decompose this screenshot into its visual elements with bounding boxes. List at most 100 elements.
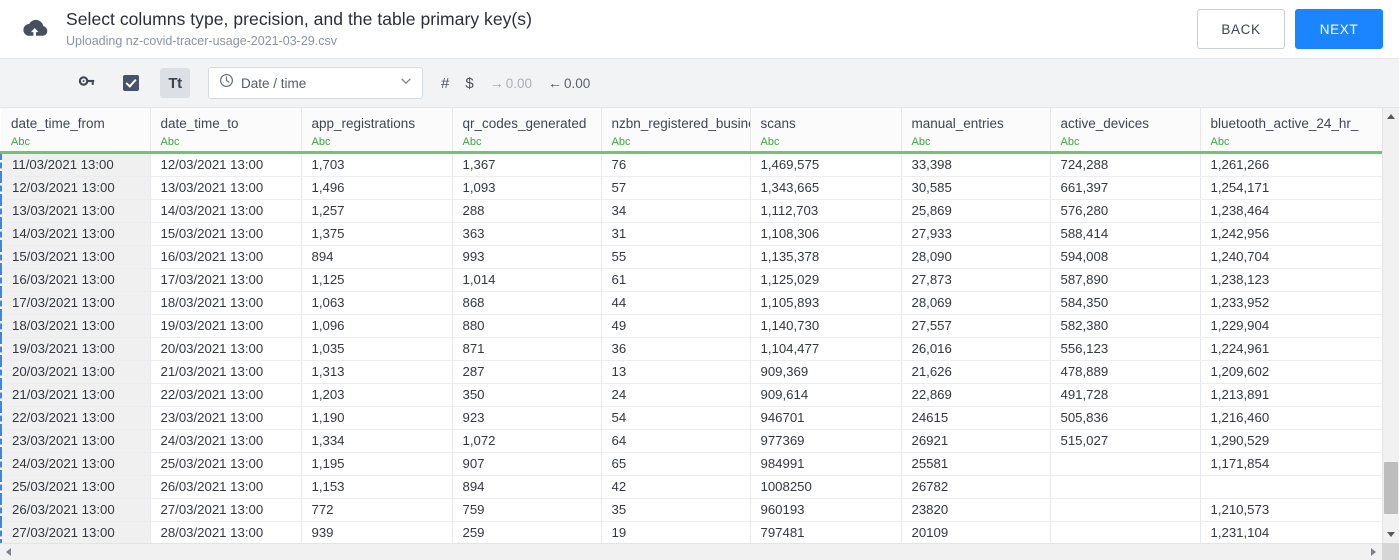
table-cell[interactable]: 1,375 (301, 222, 453, 246)
table-cell[interactable]: 1,108,306 (750, 222, 902, 246)
table-cell[interactable]: 12/03/2021 13:00 (0, 176, 151, 200)
table-row[interactable]: 19/03/2021 13:00 20/03/2021 13:00 1,035 871… (0, 337, 1382, 361)
column-header-scans[interactable]: scans Abc (750, 108, 902, 154)
table-cell[interactable]: 27,933 (901, 222, 1051, 246)
table-cell[interactable]: 1008250 (750, 475, 902, 499)
table-row[interactable]: 16/03/2021 13:00 17/03/2021 13:00 1,125 1,0… (0, 268, 1382, 292)
table-cell[interactable]: 871 (452, 337, 602, 361)
table-cell[interactable]: 19/03/2021 13:00 (0, 337, 151, 361)
table-cell[interactable]: 33,398 (901, 152, 1051, 177)
table-cell[interactable]: 35 (601, 498, 751, 522)
table-cell[interactable]: 907 (452, 452, 602, 476)
table-cell[interactable]: 1,093 (452, 176, 602, 200)
table-cell[interactable]: 259 (452, 521, 602, 543)
table-cell[interactable]: 1,229,904 (1200, 314, 1382, 338)
table-cell[interactable]: 1,140,730 (750, 314, 902, 338)
table-cell[interactable]: 23/03/2021 13:00 (150, 406, 302, 430)
scroll-right-arrow[interactable] (1365, 544, 1382, 560)
table-cell[interactable]: 26921 (901, 429, 1051, 453)
table-cell[interactable]: 923 (452, 406, 602, 430)
table-cell[interactable]: 894 (301, 245, 453, 269)
table-cell[interactable]: 1,035 (301, 337, 453, 361)
back-button[interactable]: BACK (1197, 9, 1285, 49)
table-cell[interactable]: 894 (452, 475, 602, 499)
table-cell[interactable]: 993 (452, 245, 602, 269)
table-cell[interactable] (1050, 452, 1201, 476)
table-row[interactable]: 22/03/2021 13:00 23/03/2021 13:00 1,190 923… (0, 406, 1382, 430)
table-row[interactable]: 23/03/2021 13:00 24/03/2021 13:00 1,334 1,0… (0, 429, 1382, 453)
table-cell[interactable]: 22/03/2021 13:00 (150, 383, 302, 407)
table-cell[interactable] (1050, 498, 1201, 522)
table-cell[interactable]: 13 (601, 360, 751, 384)
table-cell[interactable]: 65 (601, 452, 751, 476)
column-type-select[interactable]: Date / time (208, 67, 423, 99)
table-cell[interactable]: 21/03/2021 13:00 (150, 360, 302, 384)
table-cell[interactable]: 1,135,378 (750, 245, 902, 269)
table-cell[interactable]: 19 (601, 521, 751, 543)
table-cell[interactable]: 26782 (901, 475, 1051, 499)
table-cell[interactable]: 587,890 (1050, 268, 1201, 292)
table-cell[interactable]: 13/03/2021 13:00 (150, 176, 302, 200)
table-cell[interactable]: 26,016 (901, 337, 1051, 361)
table-cell[interactable]: 1,254,171 (1200, 176, 1382, 200)
table-cell[interactable]: 594,008 (1050, 245, 1201, 269)
table-row[interactable]: 11/03/2021 13:00 12/03/2021 13:00 1,703 1,3… (0, 152, 1382, 177)
table-cell[interactable]: 28,069 (901, 291, 1051, 315)
table-cell[interactable]: 14/03/2021 13:00 (0, 222, 151, 246)
table-cell[interactable]: 584,350 (1050, 291, 1201, 315)
table-cell[interactable]: 24615 (901, 406, 1051, 430)
next-button[interactable]: NEXT (1295, 9, 1383, 49)
table-cell[interactable]: 23/03/2021 13:00 (0, 429, 151, 453)
column-header-app_registrations[interactable]: app_registrations Abc (301, 108, 453, 154)
table-cell[interactable]: 57 (601, 176, 751, 200)
table-cell[interactable]: 1,343,665 (750, 176, 902, 200)
table-cell[interactable]: 64 (601, 429, 751, 453)
table-cell[interactable]: 909,369 (750, 360, 902, 384)
table-row[interactable]: 26/03/2021 13:00 27/03/2021 13:00 772 759 35… (0, 498, 1382, 522)
table-cell[interactable]: 1,104,477 (750, 337, 902, 361)
table-cell[interactable]: 14/03/2021 13:00 (150, 199, 302, 223)
table-cell[interactable]: 1,216,460 (1200, 406, 1382, 430)
table-cell[interactable]: 661,397 (1050, 176, 1201, 200)
table-cell[interactable]: 36 (601, 337, 751, 361)
table-cell[interactable]: 880 (452, 314, 602, 338)
table-cell[interactable]: 27/03/2021 13:00 (150, 498, 302, 522)
table-cell[interactable]: 76 (601, 152, 751, 177)
table-cell[interactable]: 288 (452, 199, 602, 223)
table-cell[interactable]: 34 (601, 199, 751, 223)
table-cell[interactable]: 23820 (901, 498, 1051, 522)
table-row[interactable]: 14/03/2021 13:00 15/03/2021 13:00 1,375 363… (0, 222, 1382, 246)
table-cell[interactable]: 25581 (901, 452, 1051, 476)
table-row[interactable]: 13/03/2021 13:00 14/03/2021 13:00 1,257 288… (0, 199, 1382, 223)
table-cell[interactable]: 28,090 (901, 245, 1051, 269)
table-cell[interactable]: 16/03/2021 13:00 (0, 268, 151, 292)
table-cell[interactable]: 42 (601, 475, 751, 499)
table-row[interactable]: 24/03/2021 13:00 25/03/2021 13:00 1,195 907… (0, 452, 1382, 476)
table-cell[interactable]: 946701 (750, 406, 902, 430)
table-cell[interactable]: 24/03/2021 13:00 (150, 429, 302, 453)
table-cell[interactable]: 27,557 (901, 314, 1051, 338)
table-cell[interactable]: 977369 (750, 429, 902, 453)
table-cell[interactable]: 772 (301, 498, 453, 522)
column-header-date_time_from[interactable]: date_time_from Abc (1, 108, 151, 154)
table-row[interactable]: 18/03/2021 13:00 19/03/2021 13:00 1,096 880… (0, 314, 1382, 338)
table-cell[interactable]: 724,288 (1050, 152, 1201, 177)
table-cell[interactable]: 1,233,952 (1200, 291, 1382, 315)
table-cell[interactable]: 1,290,529 (1200, 429, 1382, 453)
currency-type-button[interactable]: $ (465, 75, 473, 92)
table-cell[interactable]: 939 (301, 521, 453, 543)
table-cell[interactable]: 505,836 (1050, 406, 1201, 430)
table-cell[interactable]: 61 (601, 268, 751, 292)
table-cell[interactable]: 287 (452, 360, 602, 384)
table-cell[interactable]: 27,873 (901, 268, 1051, 292)
table-cell[interactable]: 1,190 (301, 406, 453, 430)
table-cell[interactable]: 350 (452, 383, 602, 407)
primary-key-button[interactable] (72, 68, 102, 98)
table-cell[interactable]: 1,125,029 (750, 268, 902, 292)
table-cell[interactable]: 1,367 (452, 152, 602, 177)
vertical-scroll-thumb[interactable] (1384, 462, 1398, 514)
table-cell[interactable]: 588,414 (1050, 222, 1201, 246)
number-type-button[interactable]: # (441, 75, 449, 92)
table-cell[interactable]: 1,496 (301, 176, 453, 200)
table-cell[interactable]: 759 (452, 498, 602, 522)
